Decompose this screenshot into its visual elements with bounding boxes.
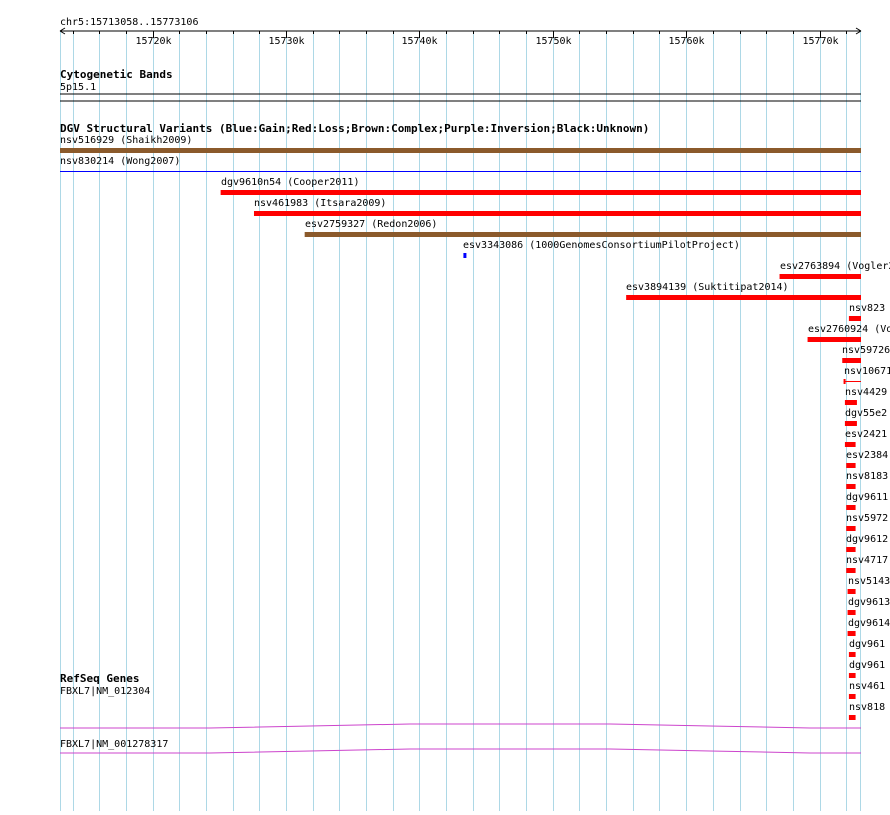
- variant-label: nsv59726: [842, 345, 890, 356]
- ruler: chr5:15713058..15773106 15720k 15730k 1574…: [59, 17, 862, 47]
- cytoband-track: Cytogenetic Bands 5p15.1: [60, 68, 861, 102]
- refseq-track-title: RefSeq Genes: [60, 672, 139, 685]
- variant-bar[interactable]: [848, 316, 861, 321]
- variant-bar[interactable]: [848, 694, 856, 699]
- variant-bar[interactable]: [846, 484, 856, 489]
- variant-bar[interactable]: [844, 400, 857, 405]
- variant-bar[interactable]: [846, 463, 856, 468]
- variant-label: dgv9611: [846, 492, 888, 503]
- dgv-track-title: DGV Structural Variants (Blue:Gain;Red:L…: [60, 122, 649, 135]
- location-label: chr5:15713058..15773106: [60, 17, 198, 28]
- variant-label: nsv818: [849, 702, 885, 713]
- gene-model[interactable]: [60, 723, 861, 729]
- variant-label: esv2763894 (Vogler2: [780, 261, 890, 272]
- variant-label: dgv9612: [846, 534, 888, 545]
- variant-bar[interactable]: [846, 568, 856, 573]
- variant-label: esv2421: [845, 429, 887, 440]
- variant-label: nsv5972: [846, 513, 888, 524]
- variant-bar-cap: [843, 379, 846, 384]
- variant-label: esv2760924 (Vo: [808, 324, 890, 335]
- variant-label: esv2384: [846, 450, 888, 461]
- variant-label: nsv4429: [845, 387, 887, 398]
- variant-bar[interactable]: [843, 381, 861, 382]
- variant-bar[interactable]: [253, 211, 861, 216]
- variant-bar[interactable]: [846, 526, 856, 531]
- ruler-tick-label: 15730k: [268, 36, 304, 47]
- grid-lines: [60, 31, 861, 811]
- variant-bar[interactable]: [60, 171, 861, 172]
- ruler-ticks: 15720k 15730k 15740k 15750k 15760k 15770k: [73, 31, 847, 47]
- ruler-tick-label: 15750k: [535, 36, 571, 47]
- variant-label: esv3894139 (Suktitipat2014): [626, 282, 789, 293]
- refseq-track: RefSeq Genes FBXL7|NM_012304 FBXL7|NM_00…: [60, 672, 861, 754]
- variant-label: nsv830214 (Wong2007): [60, 156, 180, 167]
- ruler-tick-label: 15740k: [401, 36, 437, 47]
- dgv-features: nsv516929 (Shaikh2009) nsv830214 (Wong200…: [60, 135, 890, 720]
- variant-label: nsv8183: [846, 471, 888, 482]
- variant-bar[interactable]: [848, 652, 856, 657]
- variant-label: esv2759327 (Redon2006): [305, 219, 437, 230]
- variant-bar[interactable]: [847, 610, 856, 615]
- dgv-track: DGV Structural Variants (Blue:Gain;Red:L…: [60, 122, 890, 720]
- variant-label: nsv461983 (Itsara2009): [254, 198, 386, 209]
- variant-label: dgv9610n54 (Cooper2011): [221, 177, 359, 188]
- gene-label: FBXL7|NM_012304: [60, 686, 150, 697]
- variant-label: nsv5143: [848, 576, 890, 587]
- ruler-tick-label: 15720k: [135, 36, 171, 47]
- cytoband-label: 5p15.1: [60, 82, 96, 93]
- variant-bar[interactable]: [846, 547, 856, 552]
- variant-label: nsv4717: [846, 555, 888, 566]
- cytoband-track-title: Cytogenetic Bands: [60, 68, 173, 81]
- ruler-tick-label: 15760k: [668, 36, 704, 47]
- variant-label: nsv10671: [844, 366, 890, 377]
- variant-bar[interactable]: [846, 505, 856, 510]
- variant-bar[interactable]: [220, 190, 861, 195]
- variant-bar[interactable]: [848, 715, 856, 720]
- variant-bar[interactable]: [844, 421, 857, 426]
- variant-bar[interactable]: [779, 274, 861, 279]
- variant-bar[interactable]: [848, 673, 856, 678]
- variant-bar[interactable]: [626, 295, 861, 300]
- variant-bar[interactable]: [807, 337, 861, 342]
- ruler-tick-label: 15770k: [802, 36, 838, 47]
- variant-label: dgv9614: [848, 618, 890, 629]
- variant-label: esv3343086 (1000GenomesConsortiumPilotPr…: [463, 240, 740, 251]
- variant-bar[interactable]: [847, 631, 856, 636]
- variant-bar[interactable]: [844, 442, 856, 447]
- variant-label: dgv961: [849, 639, 885, 650]
- gene-model[interactable]: [60, 748, 861, 754]
- variant-label: dgv9613: [848, 597, 890, 608]
- variant-bar[interactable]: [847, 589, 856, 594]
- ruler-right-arrow: [855, 27, 862, 35]
- variant-label: nsv516929 (Shaikh2009): [60, 135, 192, 146]
- variant-label: dgv961: [849, 660, 885, 671]
- variant-label: dgv55e2: [845, 408, 887, 419]
- variant-bar[interactable]: [60, 148, 861, 153]
- variant-bar[interactable]: [463, 253, 467, 258]
- variant-bar[interactable]: [304, 232, 862, 237]
- variant-bar[interactable]: [842, 358, 861, 363]
- variant-label: nsv823: [849, 303, 885, 314]
- gene-label: FBXL7|NM_001278317: [60, 739, 168, 750]
- variant-label: nsv461: [849, 681, 885, 692]
- ruler-left-arrow: [59, 27, 66, 35]
